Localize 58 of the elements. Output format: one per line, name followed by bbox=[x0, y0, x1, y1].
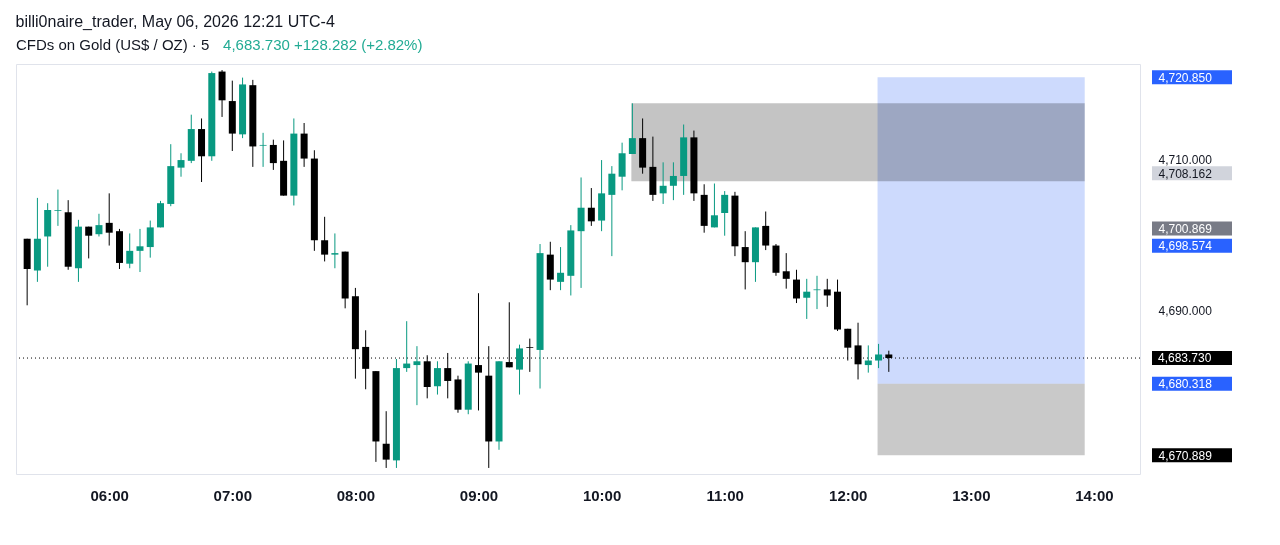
candlestick bbox=[587, 187, 595, 227]
candlestick bbox=[741, 230, 749, 290]
candlestick bbox=[516, 344, 524, 396]
candlestick bbox=[177, 152, 185, 178]
candlestick bbox=[557, 246, 565, 291]
ref-line-label: 4,683.730 bbox=[1158, 351, 1212, 366]
text: 4,683.730 +128.282 (+2.82%) bbox=[223, 36, 423, 53]
candlestick bbox=[628, 102, 636, 155]
candlestick bbox=[618, 142, 626, 191]
candlestick bbox=[146, 220, 154, 259]
x-tick-label: 13:00 bbox=[952, 486, 991, 504]
candlestick bbox=[721, 190, 729, 237]
candlestick bbox=[577, 176, 585, 289]
candlestick bbox=[105, 192, 113, 247]
x-tick-label: 14:00 bbox=[1075, 486, 1114, 504]
candlestick bbox=[659, 161, 667, 205]
candlestick bbox=[762, 211, 770, 251]
x-tick-label: 09:00 bbox=[459, 486, 499, 504]
x-tick-label: 08:00 bbox=[336, 486, 376, 504]
y-tick-label: 4,720.850 bbox=[1158, 70, 1213, 85]
x-tick-label: 06:00 bbox=[90, 486, 129, 504]
candlestick bbox=[823, 278, 831, 308]
y-tick-label: 4,708.162 bbox=[1158, 166, 1213, 181]
candlestick bbox=[433, 360, 441, 396]
y-tick-label: 4,680.318 bbox=[1158, 377, 1213, 392]
candlestick bbox=[321, 216, 329, 262]
candlestick bbox=[331, 232, 339, 269]
x-tick-label: 12:00 bbox=[829, 486, 868, 504]
candlestick bbox=[126, 232, 134, 269]
candlestick bbox=[782, 252, 790, 290]
x-tick-label: 11:00 bbox=[706, 486, 744, 504]
candlestick bbox=[792, 269, 800, 304]
chart-subtitle: CFDs on Gold (US$ / OZ) · 5 bbox=[16, 36, 210, 53]
candlestick bbox=[136, 228, 144, 273]
candlestick bbox=[875, 343, 883, 369]
candlestick bbox=[54, 189, 62, 227]
candlestick bbox=[608, 165, 616, 257]
y-tick-label: 4,710.000 bbox=[1158, 152, 1213, 167]
candlestick bbox=[269, 139, 277, 171]
y-tick-label: 4,690.000 bbox=[1158, 304, 1213, 319]
y-tick-label: 4,698.574 bbox=[1158, 239, 1213, 254]
y-tick-label: 4,670.889 bbox=[1158, 448, 1213, 463]
candlestick bbox=[710, 183, 718, 228]
candlestick bbox=[413, 345, 421, 406]
candlestick bbox=[362, 329, 370, 390]
candlestick bbox=[444, 352, 452, 399]
candlestick bbox=[813, 275, 821, 310]
chart-title: billi0naire_trader, May 06, 2026 12:21 UTC-4 bbox=[15, 13, 335, 31]
y-tick-label: 4,700.869 bbox=[1158, 221, 1213, 236]
candlestick bbox=[803, 278, 811, 320]
candlestick bbox=[259, 132, 267, 168]
x-tick-label: 07:00 bbox=[213, 486, 252, 504]
candlestick bbox=[95, 213, 103, 237]
candlestick bbox=[669, 161, 677, 201]
candlestick bbox=[85, 226, 93, 259]
candlestick bbox=[844, 328, 852, 362]
candlestick bbox=[382, 410, 390, 469]
x-tick-label: 10:00 bbox=[582, 486, 622, 504]
